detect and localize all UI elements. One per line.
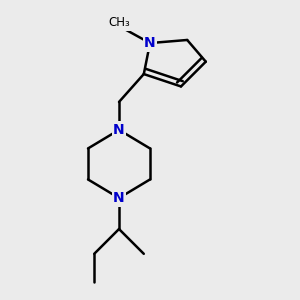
Text: N: N bbox=[113, 191, 125, 205]
Text: N: N bbox=[113, 123, 125, 137]
Text: N: N bbox=[144, 36, 156, 50]
Text: CH₃: CH₃ bbox=[108, 16, 130, 29]
